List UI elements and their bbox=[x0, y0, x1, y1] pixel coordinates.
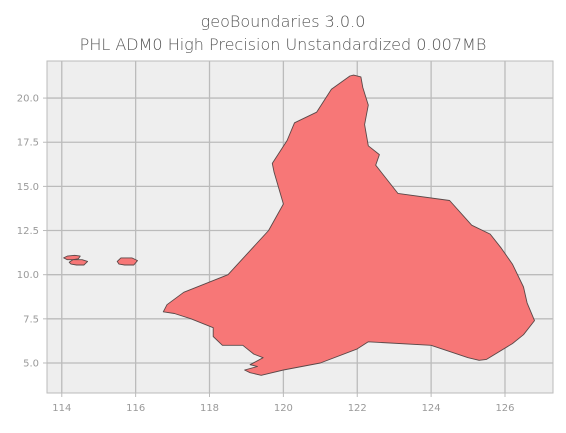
plot-frame bbox=[46, 60, 554, 394]
y-tick-label: 5.0 bbox=[23, 358, 39, 369]
x-tick-label: 124 bbox=[422, 403, 441, 414]
country-shapes bbox=[63, 74, 535, 376]
y-tick-label: 12.5 bbox=[17, 226, 39, 237]
y-axis: 5.0 7.5 10.0 12.5 15.0 17.5 20.0 bbox=[17, 94, 47, 369]
x-tick-label: 120 bbox=[274, 403, 293, 414]
chart-title: geoBoundaries 3.0.0 bbox=[201, 12, 366, 31]
x-tick-label: 126 bbox=[495, 403, 514, 414]
y-tick-label: 10.0 bbox=[17, 270, 39, 281]
y-tick-label: 7.5 bbox=[23, 314, 39, 325]
island-main bbox=[162, 74, 535, 376]
y-tick-label: 15.0 bbox=[17, 182, 39, 193]
y-tick-label: 20.0 bbox=[17, 94, 39, 105]
y-tick-label: 17.5 bbox=[17, 138, 39, 149]
x-tick-label: 114 bbox=[52, 403, 71, 414]
x-tick-label: 116 bbox=[126, 403, 145, 414]
x-axis: 114 116 118 120 122 124 126 bbox=[52, 393, 515, 414]
island-islet-a bbox=[63, 254, 81, 261]
island-islet-b bbox=[68, 259, 89, 266]
x-tick-label: 118 bbox=[200, 403, 219, 414]
x-tick-label: 122 bbox=[348, 403, 367, 414]
chart-subtitle: PHL ADM0 High Precision Unstandardized 0… bbox=[80, 35, 487, 54]
island-islet-c bbox=[116, 257, 138, 266]
